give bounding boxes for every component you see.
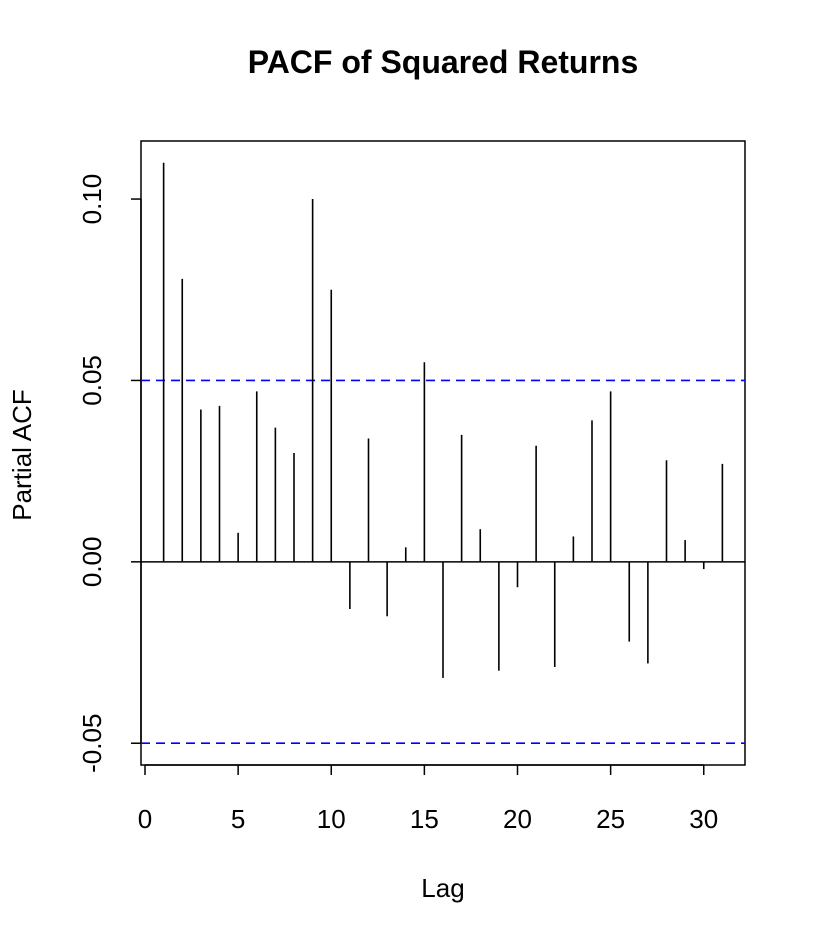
y-tick-label: 0.00 bbox=[77, 537, 107, 588]
y-axis: -0.05 0.00 0.05 0.10 bbox=[77, 174, 142, 773]
confidence-bounds bbox=[141, 379, 745, 745]
x-tick-label: 10 bbox=[317, 804, 346, 834]
x-tick-label: 5 bbox=[231, 804, 245, 834]
x-tick-label: 15 bbox=[410, 804, 439, 834]
y-tick-label: -0.05 bbox=[77, 714, 107, 773]
y-tick-label: 0.05 bbox=[77, 355, 107, 406]
x-tick-label: 20 bbox=[503, 804, 532, 834]
y-axis-label: Partial ACF bbox=[7, 389, 37, 521]
x-tick-label: 25 bbox=[596, 804, 625, 834]
x-tick-label: 0 bbox=[138, 804, 152, 834]
y-tick-label: 0.10 bbox=[77, 174, 107, 225]
x-axis-label: Lag bbox=[421, 873, 464, 903]
x-axis: 0 5 10 15 20 25 30 bbox=[138, 764, 718, 834]
x-tick-label: 30 bbox=[689, 804, 718, 834]
chart-title: PACF of Squared Returns bbox=[248, 44, 639, 80]
pacf-bars bbox=[162, 162, 724, 678]
